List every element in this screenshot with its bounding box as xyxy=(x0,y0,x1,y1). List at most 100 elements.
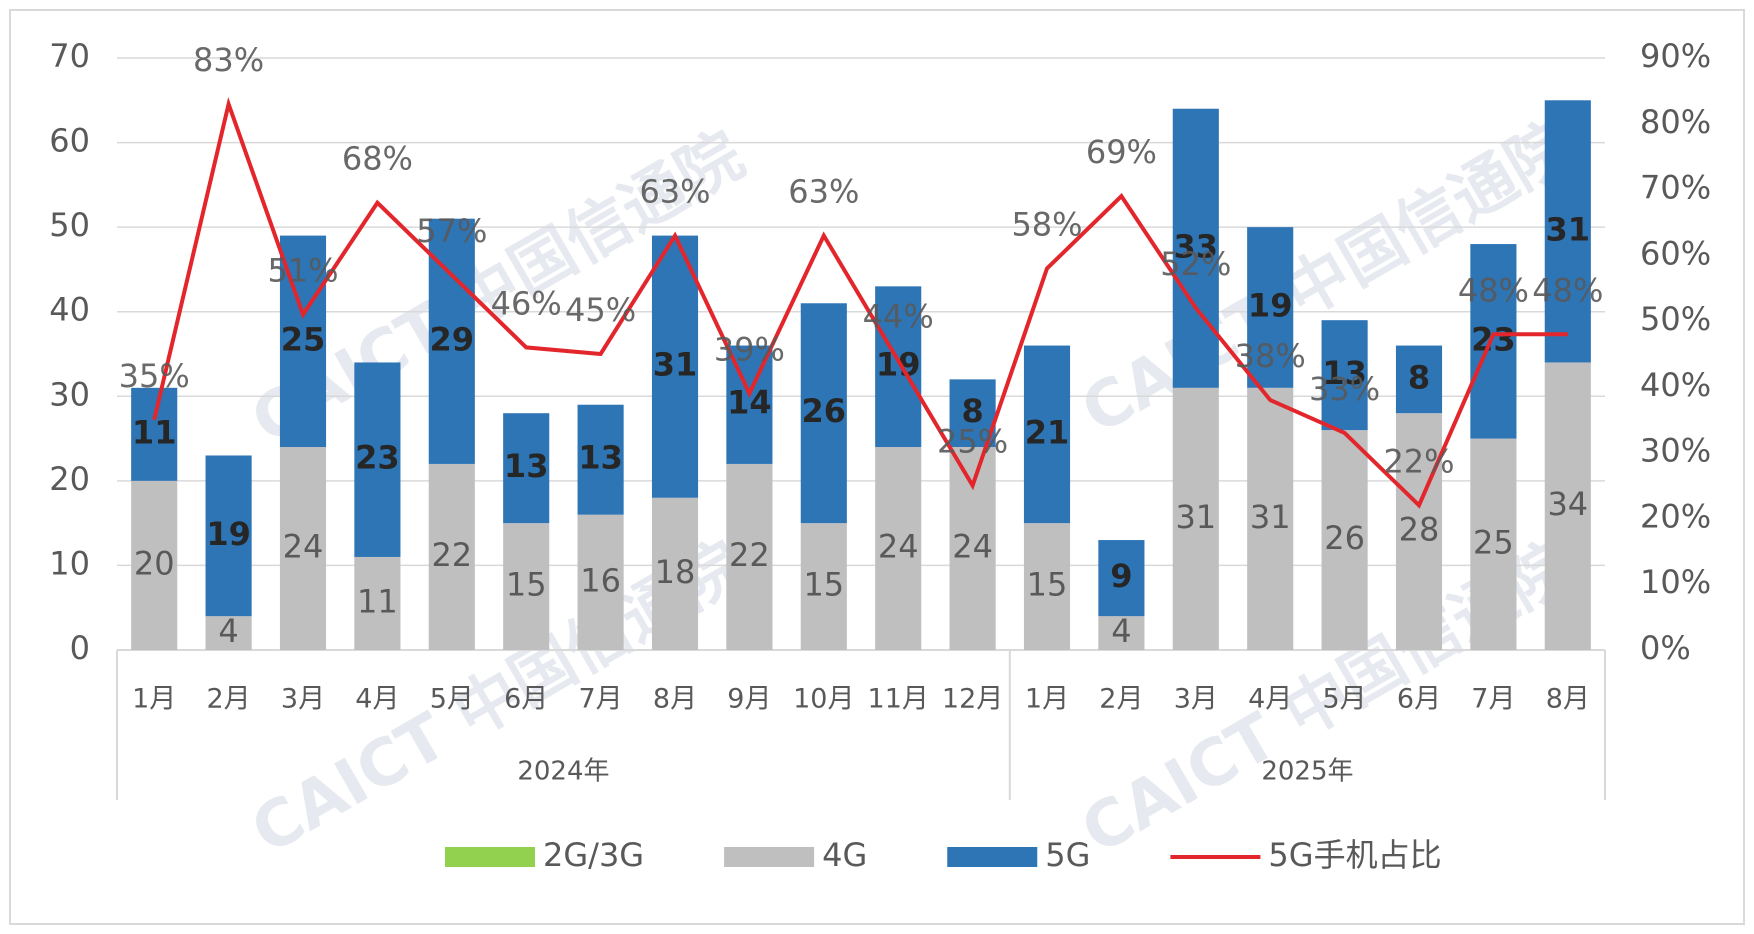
x-tick-label: 7月 xyxy=(579,684,623,715)
y-tick-label: 10 xyxy=(49,544,90,582)
data-label: 4 xyxy=(1111,612,1131,650)
line-label: 69% xyxy=(1086,133,1157,171)
data-label: 23 xyxy=(1471,320,1516,358)
line-label: 48% xyxy=(1532,271,1603,309)
data-label: 13 xyxy=(504,447,549,485)
line-label: 48% xyxy=(1458,271,1529,309)
data-label: 31 xyxy=(1546,210,1591,248)
data-label: 13 xyxy=(1322,354,1367,392)
bar-2 xyxy=(1544,100,1591,363)
y2-tick-label: 40% xyxy=(1640,366,1711,404)
x-tick-label: 8月 xyxy=(653,684,697,715)
y2-tick-label: 70% xyxy=(1640,169,1711,207)
y2-tick-label: 30% xyxy=(1640,432,1711,470)
x-tick-label: 3月 xyxy=(1174,684,1218,715)
data-label: 26 xyxy=(802,392,847,430)
group-label: 2025年 xyxy=(1261,757,1353,787)
y-tick-label: 40 xyxy=(49,291,90,329)
data-label: 19 xyxy=(876,346,921,384)
data-label: 15 xyxy=(506,566,547,604)
legend-swatch xyxy=(724,847,815,867)
line-label: 44% xyxy=(863,298,934,336)
line-label: 46% xyxy=(491,284,562,322)
y-tick-label: 60 xyxy=(49,122,90,160)
bar-1 xyxy=(577,514,624,650)
data-label: 31 xyxy=(1250,498,1291,536)
y-tick-label: 70 xyxy=(49,37,90,75)
line-label: 45% xyxy=(565,291,636,329)
y-tick-label: 30 xyxy=(49,375,90,413)
legend-swatch xyxy=(445,847,535,867)
bar-2 xyxy=(503,413,550,524)
data-label: 24 xyxy=(878,528,919,566)
x-tick-label: 2月 xyxy=(207,684,251,715)
data-label: 31 xyxy=(1175,498,1216,536)
x-tick-label: 9月 xyxy=(727,684,771,715)
line-label: 35% xyxy=(119,357,190,395)
bar-1 xyxy=(1395,413,1443,650)
line-label: 22% xyxy=(1383,442,1454,480)
x-tick-label: 3月 xyxy=(281,684,325,715)
data-label: 4 xyxy=(218,612,238,650)
data-label: 22 xyxy=(729,536,770,574)
bar-2 xyxy=(651,235,699,498)
bar-2 xyxy=(875,286,922,448)
line-label: 58% xyxy=(1011,205,1082,243)
x-tick-label: 5月 xyxy=(430,684,474,715)
bar-1 xyxy=(1172,387,1219,650)
bar-1 xyxy=(205,616,252,650)
line-label: 33% xyxy=(1309,370,1380,408)
bar-2 xyxy=(1023,345,1071,524)
bar-1 xyxy=(354,556,401,650)
bar-2 xyxy=(577,404,624,515)
data-label: 25 xyxy=(1473,523,1514,561)
data-label: 21 xyxy=(1025,413,1070,451)
bar-2 xyxy=(131,387,178,481)
x-tick-label: 12月 xyxy=(942,684,1003,715)
legend-swatch xyxy=(947,847,1038,867)
bar-1 xyxy=(279,447,327,650)
data-label: 24 xyxy=(952,528,993,566)
line-label: 83% xyxy=(193,41,264,79)
data-label: 8 xyxy=(961,392,983,430)
data-label: 18 xyxy=(655,553,696,591)
data-label: 24 xyxy=(283,528,324,566)
data-label: 8 xyxy=(1408,358,1430,396)
legend-label: 4G xyxy=(822,836,867,874)
bar-2 xyxy=(1098,540,1145,617)
bar-2 xyxy=(1321,320,1368,431)
y-tick-label: 50 xyxy=(49,206,90,244)
y2-tick-label: 90% xyxy=(1640,37,1711,75)
data-label: 15 xyxy=(1027,566,1068,604)
y2-tick-label: 60% xyxy=(1640,234,1711,272)
bar-1 xyxy=(1321,430,1368,650)
x-tick-label: 1月 xyxy=(1025,684,1069,715)
x-tick-label: 2月 xyxy=(1099,684,1143,715)
y2-tick-label: 10% xyxy=(1640,563,1711,601)
data-label: 22 xyxy=(431,536,472,574)
data-label: 9 xyxy=(1110,557,1132,595)
data-label: 19 xyxy=(1248,286,1293,324)
bar-1 xyxy=(726,463,773,650)
line-label: 63% xyxy=(788,173,859,211)
data-label: 34 xyxy=(1547,485,1588,523)
y2-tick-label: 20% xyxy=(1640,497,1711,535)
line-label: 68% xyxy=(342,140,413,178)
bar-1 xyxy=(800,523,847,650)
legend-label: 5G xyxy=(1045,836,1090,874)
x-tick-label: 6月 xyxy=(504,684,548,715)
data-label: 33 xyxy=(1174,227,1219,265)
legend-label: 5G手机占比 xyxy=(1268,836,1441,874)
data-label: 16 xyxy=(580,561,621,599)
line-label: 39% xyxy=(714,330,785,368)
data-label: 20 xyxy=(134,544,175,582)
data-label: 19 xyxy=(206,515,251,553)
bar-1 xyxy=(1247,387,1294,650)
y2-tick-label: 50% xyxy=(1640,300,1711,338)
bar-1 xyxy=(503,523,550,650)
bar-1 xyxy=(651,497,699,650)
bar-1 xyxy=(428,463,475,650)
bar-2 xyxy=(1172,108,1219,388)
bar-2 xyxy=(1470,244,1517,439)
x-tick-label: 4月 xyxy=(1248,684,1292,715)
